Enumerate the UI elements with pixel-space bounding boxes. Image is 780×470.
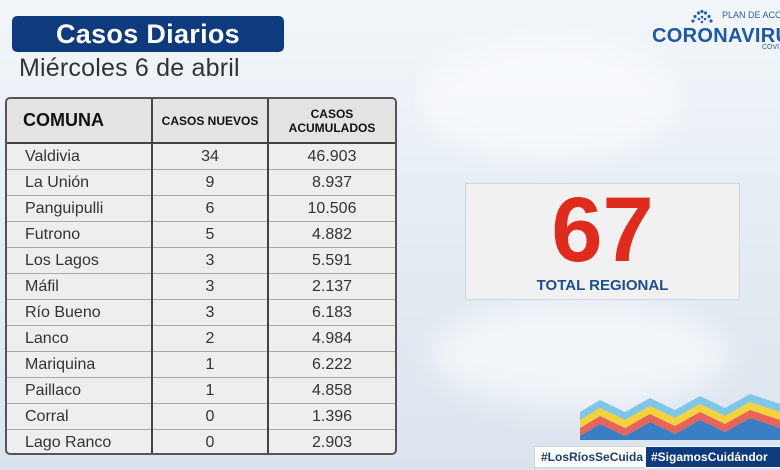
comuna-cell: Máfil: [25, 278, 59, 295]
casos-nuevos-cell: 3: [205, 252, 215, 269]
table-row: Futrono 5 4.882: [7, 222, 395, 248]
background-cloud: [430, 300, 730, 410]
table-row: Lago Ranco 0 2.903: [7, 430, 395, 453]
casos-acumulados-cell: 4.858: [311, 382, 353, 399]
header-divider: [7, 142, 395, 144]
coronavirus-plan-logo: PLAN DE ACC CORONAVIRU COVI: [652, 8, 780, 56]
casos-nuevos-cell: 0: [205, 408, 215, 425]
casos-acumulados-cell: 6.222: [311, 356, 353, 373]
table-body: Valdivia 34 46.903 La Unión 9 8.937 Panguipull…: [7, 144, 395, 453]
casos-acumulados-cell: 4.882: [311, 226, 353, 243]
casos-acumulados-cell: 2.137: [311, 278, 353, 295]
table-row: Paillaco 1 4.858: [7, 378, 395, 404]
casos-nuevos-cell: 5: [205, 226, 215, 243]
column-divider: [267, 99, 269, 453]
comuna-cell: Mariquina: [25, 356, 96, 373]
table-row: Máfil 3 2.137: [7, 274, 395, 300]
dots-arc-icon: [691, 9, 713, 24]
comuna-cell: Corral: [25, 408, 69, 425]
total-regional-box: 67 TOTAL REGIONAL: [465, 179, 740, 300]
wave-stripe-yellow: [580, 402, 780, 428]
table-row: La Unión 9 8.937: [7, 170, 395, 196]
casos-nuevos-cell: 1: [205, 382, 215, 399]
comuna-cell: La Unión: [25, 174, 90, 191]
casos-acumulados-cell: 4.984: [311, 330, 353, 347]
comuna-cell: Futrono: [25, 226, 81, 243]
wave-stripe-lightblue: [580, 394, 780, 420]
casos-acumulados-cell: 2.903: [311, 434, 353, 451]
table-row: Río Bueno 3 6.183: [7, 300, 395, 326]
casos-nuevos-cell: 2: [205, 330, 215, 347]
column-divider: [151, 99, 153, 453]
casos-acumulados-cell: 5.591: [311, 252, 353, 269]
hashtag-los-rios: #LosRíosSeCuida: [534, 446, 651, 468]
date-subtitle: Miércoles 6 de abril: [19, 54, 240, 82]
header-casos-nuevos: CASOS NUEVOS: [161, 113, 259, 128]
casos-nuevos-cell: 9: [205, 174, 215, 191]
comuna-cell: Río Bueno: [25, 304, 101, 321]
logo-sub-text: COVI: [762, 44, 780, 51]
comuna-cell: Panguipulli: [25, 200, 104, 217]
table-row: Los Lagos 3 5.591: [7, 248, 395, 274]
page-title: Casos Diarios: [12, 16, 284, 52]
header-casos-acumulados: CASOS ACUMULADOS: [269, 99, 395, 142]
casos-nuevos-cell: 6: [205, 200, 215, 217]
comuna-cell: Los Lagos: [25, 252, 99, 269]
casos-acumulados-cell: 6.183: [311, 304, 353, 321]
hashtag-sigamos: #SigamosCuidándor: [645, 446, 780, 468]
casos-nuevos-cell: 0: [205, 434, 215, 451]
casos-acumulados-cell: 46.903: [307, 148, 357, 165]
casos-acumulados-cell: 10.506: [307, 200, 357, 217]
header-acumulados-line1: CASOS: [310, 106, 354, 121]
logo-main-text: CORONAVIRU: [652, 25, 780, 47]
table-row: Lanco 2 4.984: [7, 326, 395, 352]
header-acumulados-line2: ACUMULADOS: [288, 120, 376, 135]
table-row: Corral 0 1.396: [7, 404, 395, 430]
background-cloud: [420, 40, 680, 160]
total-label: TOTAL REGIONAL: [536, 277, 669, 294]
wave-stripe-red: [580, 410, 780, 436]
comuna-cell: Lanco: [25, 330, 69, 347]
casos-nuevos-cell: 3: [205, 304, 215, 321]
casos-acumulados-cell: 1.396: [311, 408, 353, 425]
casos-acumulados-cell: 8.937: [311, 174, 353, 191]
comuna-cell: Valdivia: [25, 148, 80, 165]
casos-nuevos-cell: 3: [205, 278, 215, 295]
casos-nuevos-cell: 1: [205, 356, 215, 373]
comuna-cell: Lago Ranco: [25, 434, 112, 451]
table-row: Valdivia 34 46.903: [7, 144, 395, 170]
total-number: 67: [551, 179, 654, 281]
table-row: Panguipulli 6 10.506: [7, 196, 395, 222]
casos-nuevos-cell: 34: [201, 148, 219, 165]
logo-top-text: PLAN DE ACC: [722, 10, 780, 20]
rainbow-waves-decoration: [580, 394, 780, 440]
table-row: Mariquina 1 6.222: [7, 352, 395, 378]
comuna-cell: Paillaco: [25, 382, 82, 399]
wave-stripe-blue: [580, 418, 780, 440]
table-header: COMUNA CASOS NUEVOS CASOS ACUMULADOS: [7, 99, 395, 142]
header-comuna: COMUNA: [23, 110, 104, 130]
cases-table: COMUNA CASOS NUEVOS CASOS ACUMULADOS Val…: [5, 97, 397, 455]
